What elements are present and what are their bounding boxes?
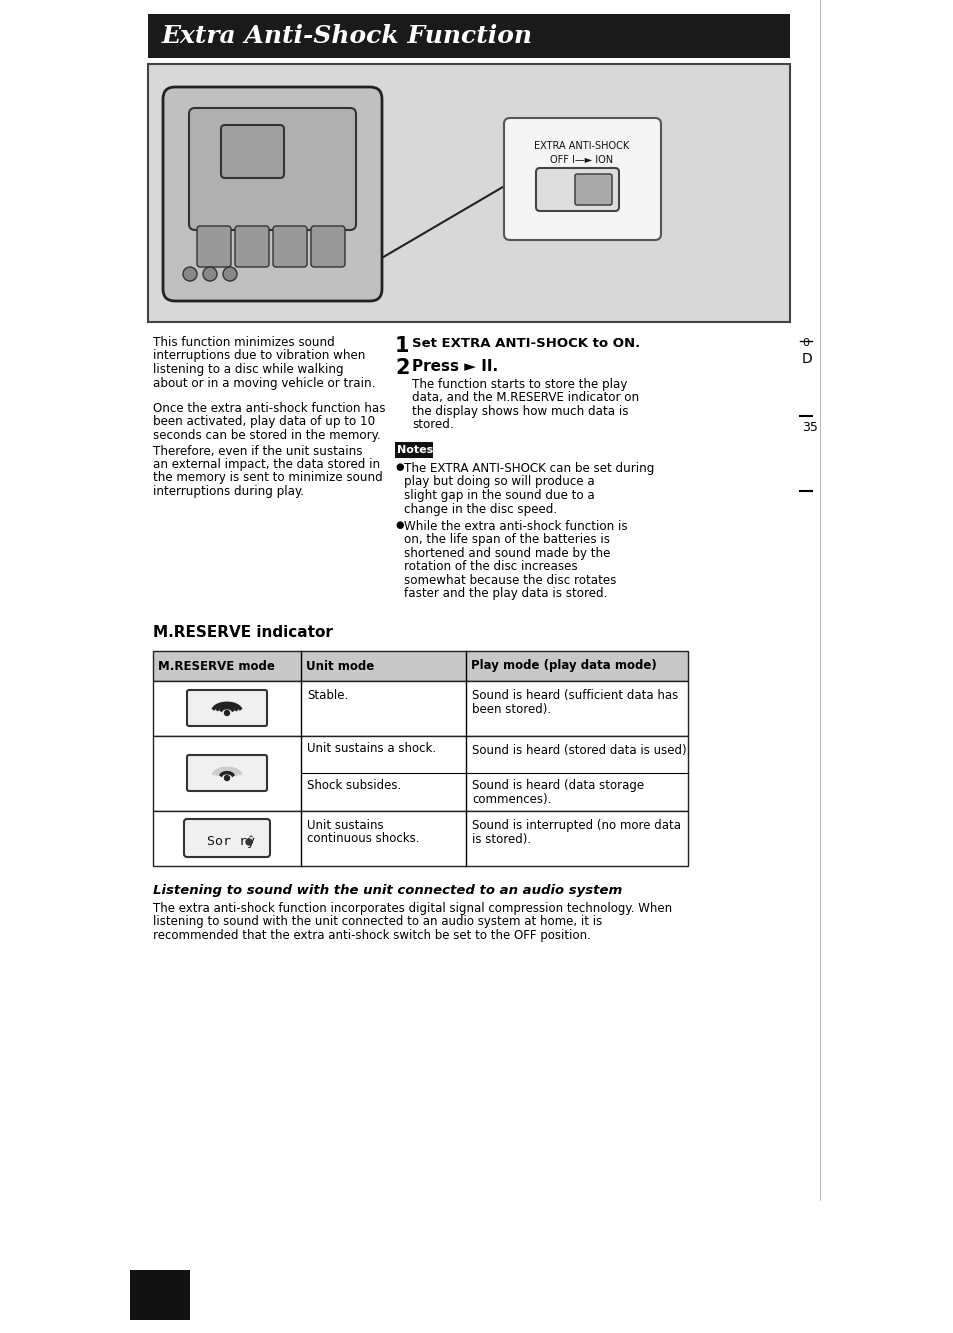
Text: Unit mode: Unit mode: [306, 660, 374, 673]
Text: 1: 1: [395, 336, 409, 356]
Text: the memory is sent to minimize sound: the memory is sent to minimize sound: [152, 472, 382, 484]
Text: recommended that the extra anti-shock switch be set to the OFF position.: recommended that the extra anti-shock sw…: [152, 929, 590, 942]
Bar: [152, 736, 687, 810]
Text: Listening to sound with the unit connected to an audio system: Listening to sound with the unit connect…: [152, 884, 621, 897]
Text: 35: 35: [801, 421, 817, 435]
FancyBboxPatch shape: [221, 125, 284, 179]
Bar: [395, 443, 433, 459]
Text: change in the disc speed.: change in the disc speed.: [403, 503, 557, 516]
Bar: [789, 15, 809, 59]
Text: shortened and sound made by the: shortened and sound made by the: [403, 547, 610, 560]
Text: listening to a disc while walking: listening to a disc while walking: [152, 363, 343, 376]
Text: Press ► II.: Press ► II.: [412, 359, 497, 375]
Text: the display shows how much data is: the display shows how much data is: [412, 405, 628, 419]
FancyBboxPatch shape: [163, 87, 381, 301]
Text: The EXTRA ANTI-SHOCK can be set during: The EXTRA ANTI-SHOCK can be set during: [403, 463, 654, 475]
Text: is stored).: is stored).: [472, 833, 531, 845]
Text: EXTRA ANTI-SHOCK: EXTRA ANTI-SHOCK: [534, 141, 629, 151]
Circle shape: [223, 267, 236, 281]
Text: Notes: Notes: [396, 445, 433, 455]
Text: Extra Anti-Shock Function: Extra Anti-Shock Function: [162, 24, 533, 48]
Text: D: D: [801, 352, 812, 367]
FancyBboxPatch shape: [273, 227, 307, 267]
Text: slight gap in the sound due to a: slight gap in the sound due to a: [403, 489, 594, 503]
Text: been activated, play data of up to 10: been activated, play data of up to 10: [152, 416, 375, 428]
Text: commences).: commences).: [472, 793, 551, 805]
Text: ●: ●: [395, 463, 403, 472]
Text: Stable.: Stable.: [307, 689, 348, 702]
Bar: [152, 651, 687, 681]
Text: interruptions during play.: interruptions during play.: [152, 485, 304, 499]
Text: Play mode (play data mode): Play mode (play data mode): [471, 660, 656, 673]
Text: Set EXTRA ANTI-SHOCK to ON.: Set EXTRA ANTI-SHOCK to ON.: [412, 337, 639, 351]
Text: about or in a moving vehicle or train.: about or in a moving vehicle or train.: [152, 376, 375, 389]
Text: Shock subsides.: Shock subsides.: [307, 778, 401, 792]
Text: Sor rŷ: Sor rŷ: [207, 836, 254, 849]
Text: faster and the play data is stored.: faster and the play data is stored.: [403, 588, 607, 600]
Text: an external impact, the data stored in: an external impact, the data stored in: [152, 459, 379, 471]
Circle shape: [224, 710, 230, 716]
Text: Sound is interrupted (no more data: Sound is interrupted (no more data: [472, 818, 680, 832]
FancyBboxPatch shape: [536, 168, 618, 211]
Text: The function starts to store the play: The function starts to store the play: [412, 379, 627, 391]
Text: OFF I—► ION: OFF I—► ION: [550, 155, 613, 165]
Bar: [130, 1270, 190, 1320]
FancyBboxPatch shape: [187, 690, 267, 726]
Circle shape: [246, 838, 252, 845]
Circle shape: [203, 267, 216, 281]
Text: data, and the M.RESERVE indicator on: data, and the M.RESERVE indicator on: [412, 392, 639, 404]
Text: been stored).: been stored).: [472, 702, 551, 716]
FancyBboxPatch shape: [187, 754, 267, 790]
Circle shape: [183, 267, 196, 281]
FancyBboxPatch shape: [575, 175, 612, 205]
Text: M.RESERVE mode: M.RESERVE mode: [158, 660, 274, 673]
Text: While the extra anti-shock function is: While the extra anti-shock function is: [403, 520, 627, 533]
FancyBboxPatch shape: [311, 227, 345, 267]
FancyBboxPatch shape: [148, 15, 789, 59]
FancyBboxPatch shape: [234, 227, 269, 267]
FancyBboxPatch shape: [189, 108, 355, 231]
Text: Once the extra anti-shock function has: Once the extra anti-shock function has: [152, 403, 385, 415]
FancyBboxPatch shape: [196, 227, 231, 267]
Circle shape: [224, 776, 230, 781]
FancyBboxPatch shape: [184, 818, 270, 857]
Text: interruptions due to vibration when: interruptions due to vibration when: [152, 349, 365, 363]
Text: seconds can be stored in the memory.: seconds can be stored in the memory.: [152, 429, 380, 443]
Text: continuous shocks.: continuous shocks.: [307, 833, 419, 845]
FancyBboxPatch shape: [503, 119, 660, 240]
Bar: [152, 810, 687, 866]
Text: 0: 0: [801, 339, 808, 348]
Bar: [148, 64, 789, 323]
Text: Sound is heard (data storage: Sound is heard (data storage: [472, 778, 643, 792]
Text: ●: ●: [395, 520, 403, 531]
Text: Unit sustains: Unit sustains: [307, 818, 383, 832]
Text: This function minimizes sound: This function minimizes sound: [152, 336, 335, 349]
Text: The extra anti-shock function incorporates digital signal compression technology: The extra anti-shock function incorporat…: [152, 902, 672, 914]
Text: on, the life span of the batteries is: on, the life span of the batteries is: [403, 533, 609, 547]
Text: somewhat because the disc rotates: somewhat because the disc rotates: [403, 575, 616, 587]
Text: stored.: stored.: [412, 419, 453, 432]
Text: listening to sound with the unit connected to an audio system at home, it is: listening to sound with the unit connect…: [152, 916, 601, 929]
Text: Unit sustains a shock.: Unit sustains a shock.: [307, 742, 436, 754]
Bar: [152, 681, 687, 736]
Text: M.RESERVE indicator: M.RESERVE indicator: [152, 625, 333, 640]
Text: Sound is heard (stored data is used).: Sound is heard (stored data is used).: [472, 744, 690, 757]
Text: Therefore, even if the unit sustains: Therefore, even if the unit sustains: [152, 444, 362, 457]
Text: 2: 2: [395, 359, 409, 379]
Text: play but doing so will produce a: play but doing so will produce a: [403, 476, 594, 488]
Text: Sound is heard (sufficient data has: Sound is heard (sufficient data has: [472, 689, 678, 702]
Text: rotation of the disc increases: rotation of the disc increases: [403, 560, 577, 573]
